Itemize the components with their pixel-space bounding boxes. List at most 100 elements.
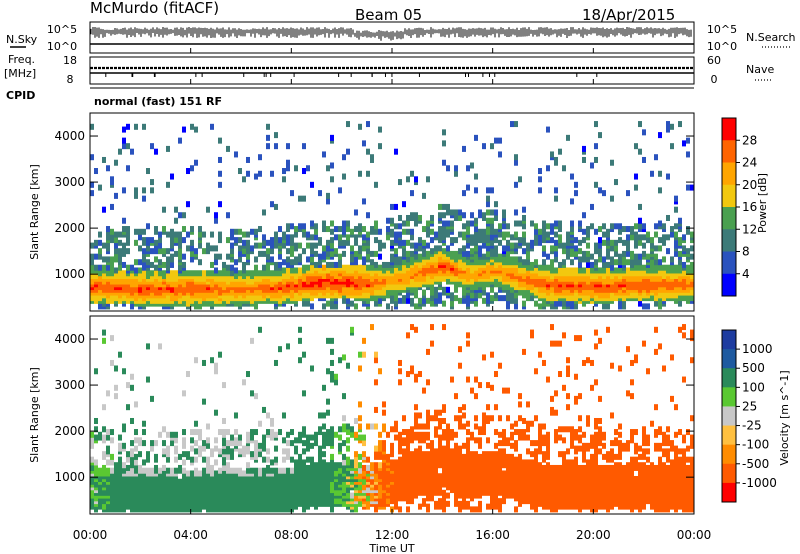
power-cell [206, 242, 210, 249]
power-cell [242, 261, 246, 268]
power-cell [390, 203, 394, 210]
velocity-cell [214, 495, 218, 502]
velocity-cell [178, 478, 182, 485]
power-cell [226, 253, 230, 260]
power-cell [290, 190, 294, 197]
velocity-cell [210, 464, 214, 471]
velocity-cell [330, 348, 334, 355]
power-cell [134, 267, 138, 274]
velocity-cell [270, 492, 274, 499]
power-cell [686, 184, 690, 191]
power-cell [602, 231, 606, 238]
power-colorbar-segment [722, 140, 736, 163]
power-cell [486, 226, 490, 233]
power-cell [622, 300, 626, 307]
power-cell [306, 231, 310, 238]
power-cell [346, 264, 350, 271]
velocity-cell [186, 371, 190, 378]
power-cell [418, 214, 422, 221]
power-cell [390, 217, 394, 224]
velocity-cell [190, 445, 194, 452]
power-cell [642, 264, 646, 271]
power-cell [690, 231, 694, 238]
velocity-cell [150, 440, 154, 447]
power-cell [186, 245, 190, 252]
velocity-cell [382, 423, 386, 430]
power-cell [342, 226, 346, 233]
power-cell [486, 187, 490, 194]
power-cell [654, 264, 658, 271]
power-cell [550, 264, 554, 271]
power-cell [630, 226, 634, 233]
velocity-cell [302, 351, 306, 358]
velocity-cell [270, 467, 274, 474]
power-cell [598, 237, 602, 244]
power-cell [406, 239, 410, 246]
power-cell [514, 292, 518, 299]
power-cell [118, 259, 122, 266]
power-cell [566, 231, 570, 238]
power-cell [118, 264, 122, 271]
power-cell [422, 226, 426, 233]
power-cell [390, 228, 394, 235]
power-cell [162, 248, 166, 255]
power-cell [498, 151, 502, 158]
power-cell [682, 140, 686, 147]
power-ytick-label: 3000 [54, 175, 85, 189]
power-cell [666, 234, 670, 241]
velocity-cell [94, 434, 98, 441]
velocity-cell [278, 346, 282, 353]
power-cell [486, 245, 490, 252]
velocity-cell [330, 359, 334, 366]
power-cell [482, 212, 486, 219]
power-cell [214, 212, 218, 219]
velocity-cell [234, 412, 238, 419]
power-cell [190, 239, 194, 246]
power-cell [222, 261, 226, 268]
power-cell [154, 270, 158, 277]
velocity-cell [118, 351, 122, 358]
power-cell [602, 267, 606, 274]
velocity-cell [282, 448, 286, 455]
velocity-cell [202, 456, 206, 463]
velocity-cell [322, 431, 326, 438]
velocity-cell [378, 470, 382, 477]
power-cell [650, 237, 654, 244]
velocity-cell [202, 445, 206, 452]
velocity-cell [234, 467, 238, 474]
velocity-cell [346, 437, 350, 444]
power-cell [266, 261, 270, 268]
velocity-cell [334, 373, 338, 380]
power-cell [98, 253, 102, 260]
power-cell [582, 267, 586, 274]
velocity-cell [102, 464, 106, 471]
power-cell [114, 159, 118, 166]
power-cell [290, 267, 294, 274]
velocity-cell [250, 390, 254, 397]
noise-tick-left-bottom: 10^0 [47, 40, 77, 53]
power-cell [286, 234, 290, 241]
velocity-cell [346, 362, 350, 369]
power-cell [106, 231, 110, 238]
power-colorbar-segment [722, 207, 736, 230]
power-colorbar-tick-label: 8 [742, 245, 750, 259]
power-cell [122, 137, 126, 144]
power-cell [414, 303, 418, 310]
velocity-cell [378, 431, 382, 438]
power-cell [198, 231, 202, 238]
power-cell [166, 181, 170, 188]
power-cell [590, 203, 594, 210]
power-cell [362, 198, 366, 205]
velocity-cell [366, 464, 370, 471]
power-cell [654, 300, 658, 307]
power-cell [558, 226, 562, 233]
velocity-cell [246, 462, 250, 469]
velocity-cell [374, 462, 378, 469]
power-cell [342, 297, 346, 304]
velocity-cell [98, 467, 102, 474]
velocity-cell [94, 417, 98, 424]
power-cell [658, 264, 662, 271]
power-cell [502, 295, 506, 302]
power-cell [562, 267, 566, 274]
power-cell [662, 239, 666, 246]
